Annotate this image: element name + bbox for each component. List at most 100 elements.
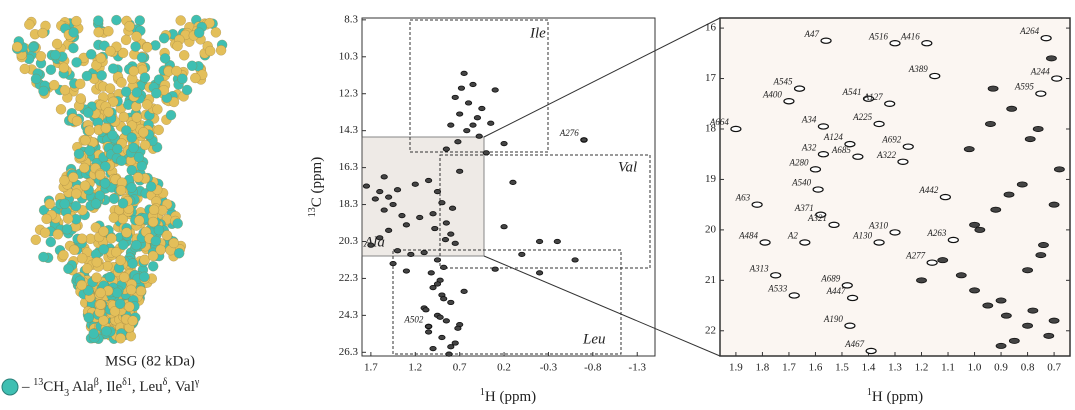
x-tick-label: 1.4 [862,362,876,374]
y-tick-label: 14.3 [339,124,359,136]
peak-label: A502 [403,315,423,325]
text-part: – [21,379,33,395]
atom [131,31,142,42]
atom [84,125,95,136]
atom [98,226,109,237]
atom [58,249,69,261]
atom [91,272,102,283]
peak [846,294,859,302]
peak [889,40,901,47]
atom [63,263,74,274]
peak-label: A685 [831,145,851,155]
atom [115,255,126,266]
peak [1027,307,1039,314]
peak [535,238,544,245]
peak [1051,75,1063,82]
peak [897,158,909,165]
atom [71,188,82,199]
peak [1048,201,1060,208]
text-part: C (ppm) [309,157,325,207]
atom [71,115,83,127]
atom [135,285,147,297]
y-tick-label: 19 [705,173,717,185]
peak [817,123,830,130]
text-part: , Val [167,379,195,395]
y-tick-label: 18.3 [339,198,359,210]
y-tick-label: 24.3 [339,309,359,321]
peak [939,193,951,201]
atom [99,178,111,189]
atom [52,229,64,240]
text-part: CH [43,379,64,395]
atom [114,298,126,309]
peak-label: A689 [820,273,840,283]
atom [105,45,116,57]
atom [161,230,173,241]
peak [500,140,508,147]
atom [172,218,183,229]
text-part: 13 [307,207,318,217]
zoom-connector [483,17,721,138]
atom [151,88,162,99]
atom [35,51,47,62]
peak-label: A244 [1030,67,1050,77]
peak [469,81,477,88]
atom [106,233,117,244]
atom [59,175,70,186]
peak [424,323,433,330]
atom [62,213,74,224]
atom [95,299,106,310]
atom [68,42,79,54]
peak [416,214,424,221]
atom [81,70,93,82]
atom [128,65,139,77]
atom [108,193,120,204]
atom [102,261,113,272]
y-tick-label: 21 [705,274,716,286]
legend-swatch [1,378,19,396]
peak-label: A280 [788,157,808,167]
atom [80,135,91,146]
atom [131,112,142,123]
peak [491,87,499,93]
peak [751,201,763,208]
atom [58,62,70,73]
peak [478,105,486,112]
peak [969,287,980,294]
atom [118,239,129,250]
peak [921,40,933,47]
peak-label: A371 [794,203,814,213]
peak [429,211,437,217]
peak [580,137,588,143]
atom [75,93,86,104]
peak [793,85,806,92]
atom [83,285,94,296]
peak [445,351,453,357]
atom [68,27,79,38]
peak-label: A540 [791,178,811,188]
zoom-connector [483,255,721,357]
peak-label: A264 [1019,26,1039,36]
peak [376,189,384,195]
y-tick-label: 20.3 [339,235,359,247]
atom [111,14,122,26]
text-part: , Leu [132,379,163,395]
atom [19,63,30,75]
atom [126,132,137,143]
atom [177,73,188,84]
peak [1024,136,1036,143]
x-tick-label: 0.8 [1021,362,1035,374]
peak [393,187,402,193]
atom [50,49,61,61]
atom [38,251,49,263]
atom [148,216,159,228]
peak [809,166,822,173]
peak [385,194,393,200]
peak [442,220,450,226]
x-tick-label: 1.8 [756,362,770,374]
peak [799,239,811,246]
peak [500,224,508,230]
peak [947,236,959,244]
peak [969,221,980,228]
peak-label: A2 [787,231,798,241]
